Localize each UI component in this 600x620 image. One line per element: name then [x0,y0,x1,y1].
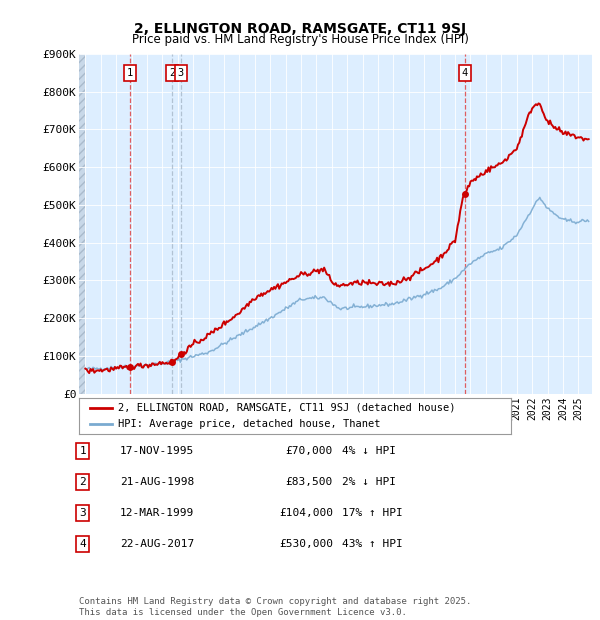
Text: 17-NOV-1995: 17-NOV-1995 [120,446,194,456]
Text: 3: 3 [79,508,86,518]
Text: 2, ELLINGTON ROAD, RAMSGATE, CT11 9SJ: 2, ELLINGTON ROAD, RAMSGATE, CT11 9SJ [134,22,466,36]
Text: 12-MAR-1999: 12-MAR-1999 [120,508,194,518]
Text: 22-AUG-2017: 22-AUG-2017 [120,539,194,549]
Text: 4% ↓ HPI: 4% ↓ HPI [342,446,396,456]
Text: 3: 3 [178,68,184,78]
Text: 43% ↑ HPI: 43% ↑ HPI [342,539,403,549]
Text: £70,000: £70,000 [286,446,333,456]
Text: 17% ↑ HPI: 17% ↑ HPI [342,508,403,518]
Text: 4: 4 [462,68,468,78]
Text: £530,000: £530,000 [279,539,333,549]
Text: £104,000: £104,000 [279,508,333,518]
Text: Contains HM Land Registry data © Crown copyright and database right 2025.
This d: Contains HM Land Registry data © Crown c… [79,598,472,617]
Bar [79,54,85,394]
Text: £83,500: £83,500 [286,477,333,487]
Text: 2: 2 [79,477,86,487]
Text: 2, ELLINGTON ROAD, RAMSGATE, CT11 9SJ (detached house): 2, ELLINGTON ROAD, RAMSGATE, CT11 9SJ (d… [118,403,455,413]
Text: 4: 4 [79,539,86,549]
Text: HPI: Average price, detached house, Thanet: HPI: Average price, detached house, Than… [118,419,380,429]
Text: Price paid vs. HM Land Registry's House Price Index (HPI): Price paid vs. HM Land Registry's House … [131,33,469,46]
Text: 1: 1 [127,68,133,78]
Text: 2% ↓ HPI: 2% ↓ HPI [342,477,396,487]
Text: 2: 2 [169,68,175,78]
Text: 21-AUG-1998: 21-AUG-1998 [120,477,194,487]
Text: 1: 1 [79,446,86,456]
Polygon shape [79,54,85,394]
